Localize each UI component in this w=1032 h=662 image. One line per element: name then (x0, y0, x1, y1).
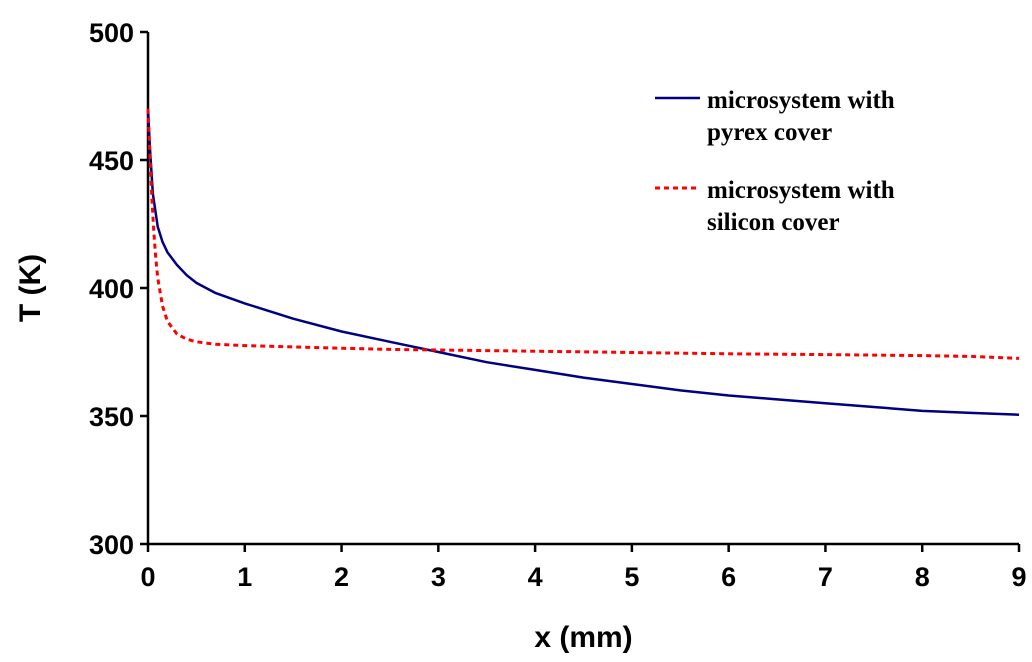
x-tick-label: 6 (721, 562, 736, 592)
x-tick-label: 1 (237, 562, 252, 592)
x-tick-label: 3 (431, 562, 446, 592)
x-tick-label: 9 (1011, 562, 1026, 592)
legend-label-pyrex-cover: microsystem with pyrex cover (707, 87, 895, 146)
legend: microsystem with pyrex cover microsystem w… (655, 87, 895, 236)
legend-label-silicon-cover: microsystem with silicon cover (707, 177, 895, 236)
y-axis-title: T (K) (14, 254, 47, 322)
x-tick-label: 2 (334, 562, 349, 592)
y-tick-label: 500 (89, 18, 134, 48)
x-tick-label: 4 (528, 562, 543, 592)
series-line-pyrex-cover (146, 108, 1020, 416)
x-tick-label: 5 (624, 562, 639, 592)
y-tick-label: 450 (89, 146, 134, 176)
axis-labels: x (mm) T (K) (14, 254, 633, 654)
y-tick-label: 350 (89, 402, 134, 432)
y-tick-label: 400 (89, 274, 134, 304)
x-tick-label: 7 (818, 562, 833, 592)
y-tick-label: 300 (89, 530, 134, 560)
x-tick-label: 0 (140, 562, 155, 592)
series-lines (146, 108, 1020, 416)
series-line-silicon-cover (146, 108, 1020, 360)
x-tick-label: 8 (915, 562, 930, 592)
x-axis-title: x (mm) (534, 621, 632, 654)
axis-ticks: 300 350 400 450 500 0 1 2 3 4 5 6 7 8 9 (89, 18, 1027, 592)
